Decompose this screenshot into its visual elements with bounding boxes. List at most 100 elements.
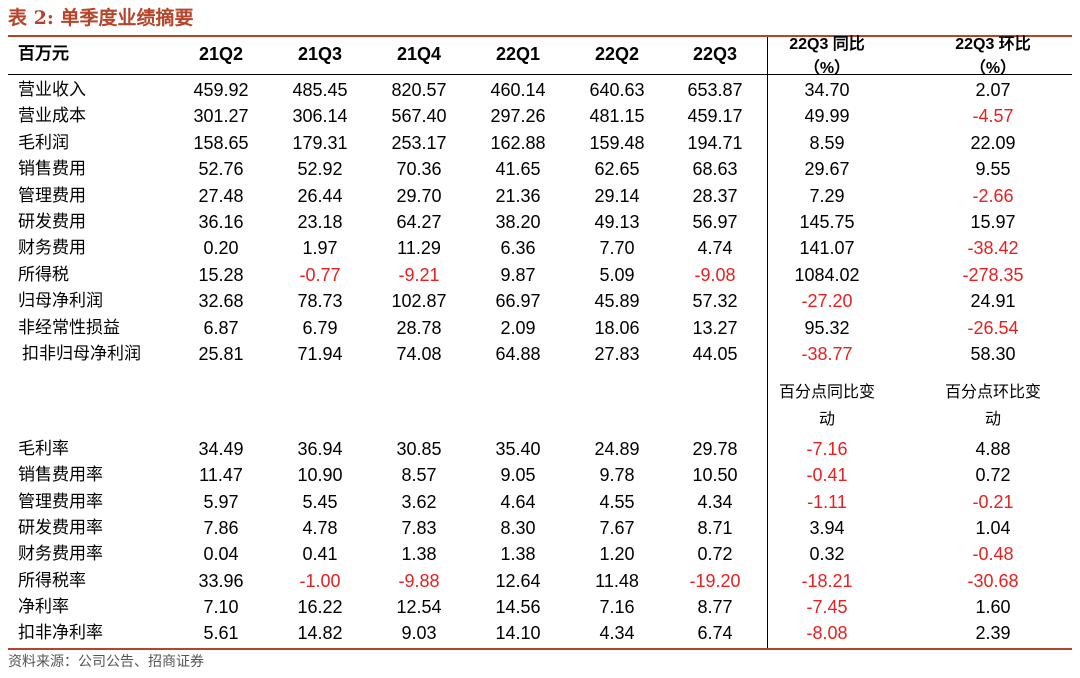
row-label: 销售费用: [18, 159, 86, 180]
table-cell: 7.86: [203, 517, 239, 538]
bottom-rule: [8, 648, 1072, 650]
table-cell: 78.73: [297, 291, 343, 312]
table-cell: 8.77: [697, 596, 733, 617]
table-cell: 29.70: [396, 185, 442, 206]
table-cell: 301.27: [193, 106, 249, 127]
table-cell: 2.39: [975, 623, 1011, 644]
table-cell: 36.16: [198, 212, 244, 232]
row-label: 研发费用率: [18, 517, 103, 538]
table-cell: 22.09: [970, 132, 1016, 153]
table-cell: 27.83: [594, 344, 640, 364]
header-col-22q2: 22Q2: [594, 44, 640, 64]
table-cell: 74.08: [396, 344, 442, 364]
subheader-yoy-line2: 动: [818, 409, 835, 428]
table-cell: 66.97: [495, 291, 541, 312]
table-cell: 62.65: [594, 159, 640, 180]
row-label: 管理费用率: [18, 491, 103, 512]
table-cell: 567.40: [391, 106, 447, 127]
row-label: 财务费用: [18, 238, 86, 259]
table-cell: 9.78: [599, 465, 635, 486]
table-cell: 26.44: [297, 185, 343, 206]
table-cell: 15.28: [198, 264, 244, 285]
table-cell: 14.56: [495, 596, 541, 617]
table-cell: 16.22: [297, 596, 343, 617]
table-cell: 1.20: [599, 544, 635, 565]
table-cell: 13.27: [692, 317, 738, 338]
column-divider: [767, 37, 768, 648]
table-cell: 52.76: [198, 159, 244, 180]
row-label: 销售费用率: [18, 465, 103, 486]
table-cell: 2.09: [500, 317, 536, 338]
table-cell: -8.08: [806, 623, 848, 644]
row-label: 扣非净利率: [18, 623, 103, 644]
table-cell: 6.74: [697, 623, 733, 644]
table-cell: 49.13: [594, 212, 640, 232]
table-cell: 28.78: [396, 317, 442, 338]
table-cell: -27.20: [801, 291, 853, 312]
table-cell: 68.63: [692, 159, 738, 180]
header-qoq-line1: 22Q3 环比: [955, 36, 1031, 53]
table-cell: -1.00: [299, 570, 341, 591]
table-cell: -4.57: [972, 106, 1014, 127]
table-cell: 0.20: [203, 238, 239, 259]
table-cell: 56.97: [692, 212, 738, 232]
table-cell: -1.11: [807, 491, 847, 512]
table-cell: 0.04: [203, 544, 239, 565]
table-cell: 45.89: [594, 291, 640, 312]
subheader-yoy-line1: 百分点同比变: [778, 382, 875, 401]
table-cell: 4.78: [302, 517, 338, 538]
row-label: 毛利率: [18, 439, 69, 459]
header-rule: [8, 74, 1072, 75]
table-cell: 2.07: [975, 80, 1011, 100]
table-cell: -9.88: [398, 570, 440, 591]
table-cell: 8.59: [809, 132, 845, 153]
table-cell: 18.06: [594, 317, 640, 338]
table-cell: 9.55: [975, 159, 1011, 180]
table-cell: 8.30: [500, 517, 536, 538]
table-cell: 0.72: [697, 544, 733, 565]
table-cell: 7.70: [599, 238, 635, 259]
table-cell: 194.71: [687, 132, 743, 153]
source-note: 资料来源：公司公告、招商证券: [8, 654, 204, 670]
header-qoq-line2: （%）: [969, 60, 1017, 77]
table-cell: 15.97: [970, 212, 1016, 232]
row-label: 营业成本: [18, 106, 86, 127]
table-cell: 640.63: [589, 80, 645, 100]
table-cell: 11.29: [397, 238, 441, 259]
row-label: 归母净利润: [18, 291, 103, 312]
table-cell: 11.48: [595, 570, 639, 591]
table-cell: 4.74: [697, 238, 733, 259]
table-cell: 64.27: [396, 212, 442, 232]
table-cell: 5.09: [599, 264, 635, 285]
table-cell: 29.78: [692, 439, 738, 459]
table-cell: 30.85: [396, 439, 442, 459]
row-label: 研发费用: [18, 212, 86, 232]
table-cell: 9.05: [500, 465, 536, 486]
table-cell: 306.14: [292, 106, 348, 127]
table-cell: 58.30: [970, 344, 1016, 364]
table-cell: -2.66: [972, 185, 1014, 206]
table-cell: 57.32: [692, 291, 738, 312]
table-cell: 4.55: [599, 491, 635, 512]
table-cell: 10.90: [297, 465, 343, 486]
top-rule: [8, 35, 1072, 37]
header-yoy-line2: （%）: [803, 60, 851, 77]
table-cell: 24.89: [594, 439, 640, 459]
table-cell: 11.47: [199, 465, 243, 486]
table-cell: 1.04: [975, 517, 1011, 538]
table-cell: -0.77: [299, 264, 341, 285]
row-label: 所得税: [18, 264, 69, 285]
table-cell: 4.34: [697, 491, 733, 512]
table-cell: 145.75: [799, 212, 855, 232]
table-cell: 481.15: [589, 106, 645, 127]
table-cell: 162.88: [490, 132, 546, 153]
row-label: 财务费用率: [18, 544, 103, 565]
table-cell: 25.81: [198, 344, 244, 364]
table-cell: 35.40: [495, 439, 541, 459]
table-cell: -7.16: [806, 439, 848, 459]
table-cell: 459.92: [193, 80, 249, 100]
table-cell: 4.88: [975, 439, 1011, 459]
table-cell: 41.65: [495, 159, 541, 180]
table-cell: 49.99: [804, 106, 850, 127]
header-col-21q2: 21Q2: [198, 44, 244, 64]
